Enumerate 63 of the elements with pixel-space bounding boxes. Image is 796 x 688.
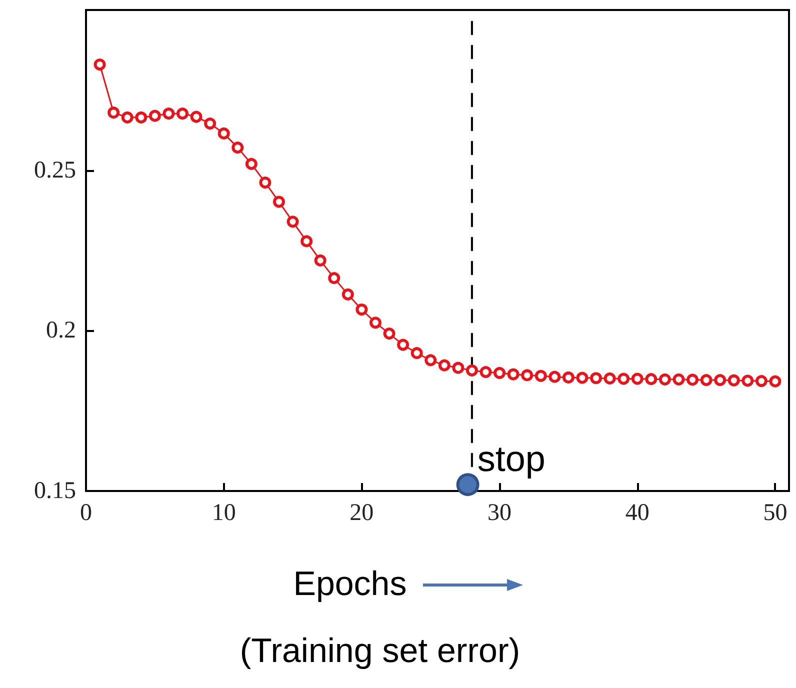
point (742, 374, 754, 387)
point (658, 373, 671, 386)
y-tick-label: 0.2 (46, 318, 76, 344)
point (314, 254, 326, 266)
point (424, 354, 437, 366)
point (452, 362, 464, 374)
point (521, 369, 534, 382)
point (456, 473, 480, 496)
x-tick-label: 20 (350, 500, 374, 526)
point (645, 373, 658, 386)
point (672, 373, 685, 386)
point (548, 370, 561, 383)
x-tick-label: 30 (488, 500, 512, 526)
point (94, 58, 106, 71)
point (604, 372, 616, 384)
point (755, 375, 768, 388)
x-tick-label: 40 (625, 500, 650, 526)
point (576, 372, 588, 384)
y-tick-label: 0.25 (34, 157, 76, 184)
point (218, 127, 230, 140)
text: (Training set error) (238, 632, 522, 671)
point (245, 158, 258, 170)
point (176, 108, 188, 120)
point (204, 118, 216, 130)
point (272, 196, 285, 208)
annotation: stop (477, 438, 546, 480)
point (121, 111, 134, 124)
point (162, 108, 175, 120)
point (769, 375, 782, 388)
point (466, 364, 478, 376)
point (631, 372, 644, 385)
point (108, 106, 120, 119)
point (686, 374, 699, 386)
point (534, 370, 547, 382)
x-axis-title: Epochs (293, 565, 407, 604)
y-tick-label: 0.15 (34, 478, 76, 504)
point (356, 304, 368, 316)
point (232, 142, 244, 154)
point (300, 235, 313, 248)
point (494, 366, 506, 379)
point (410, 347, 423, 360)
point (148, 110, 161, 122)
point (286, 216, 299, 228)
point (480, 366, 492, 378)
point (714, 374, 726, 386)
point (369, 316, 382, 329)
point (342, 288, 354, 300)
x-tick-label: 0 (80, 500, 92, 526)
point (190, 110, 202, 123)
point (397, 338, 410, 351)
point (590, 372, 602, 384)
point (728, 374, 740, 386)
point (700, 374, 712, 386)
x-tick-label: 50 (763, 500, 788, 526)
x-tick-label: 10 (212, 500, 236, 526)
point (259, 176, 272, 189)
point (438, 359, 450, 372)
point (383, 328, 396, 340)
point (135, 111, 148, 124)
point (562, 371, 574, 384)
point (328, 272, 340, 284)
point (618, 372, 630, 385)
point (507, 368, 520, 380)
